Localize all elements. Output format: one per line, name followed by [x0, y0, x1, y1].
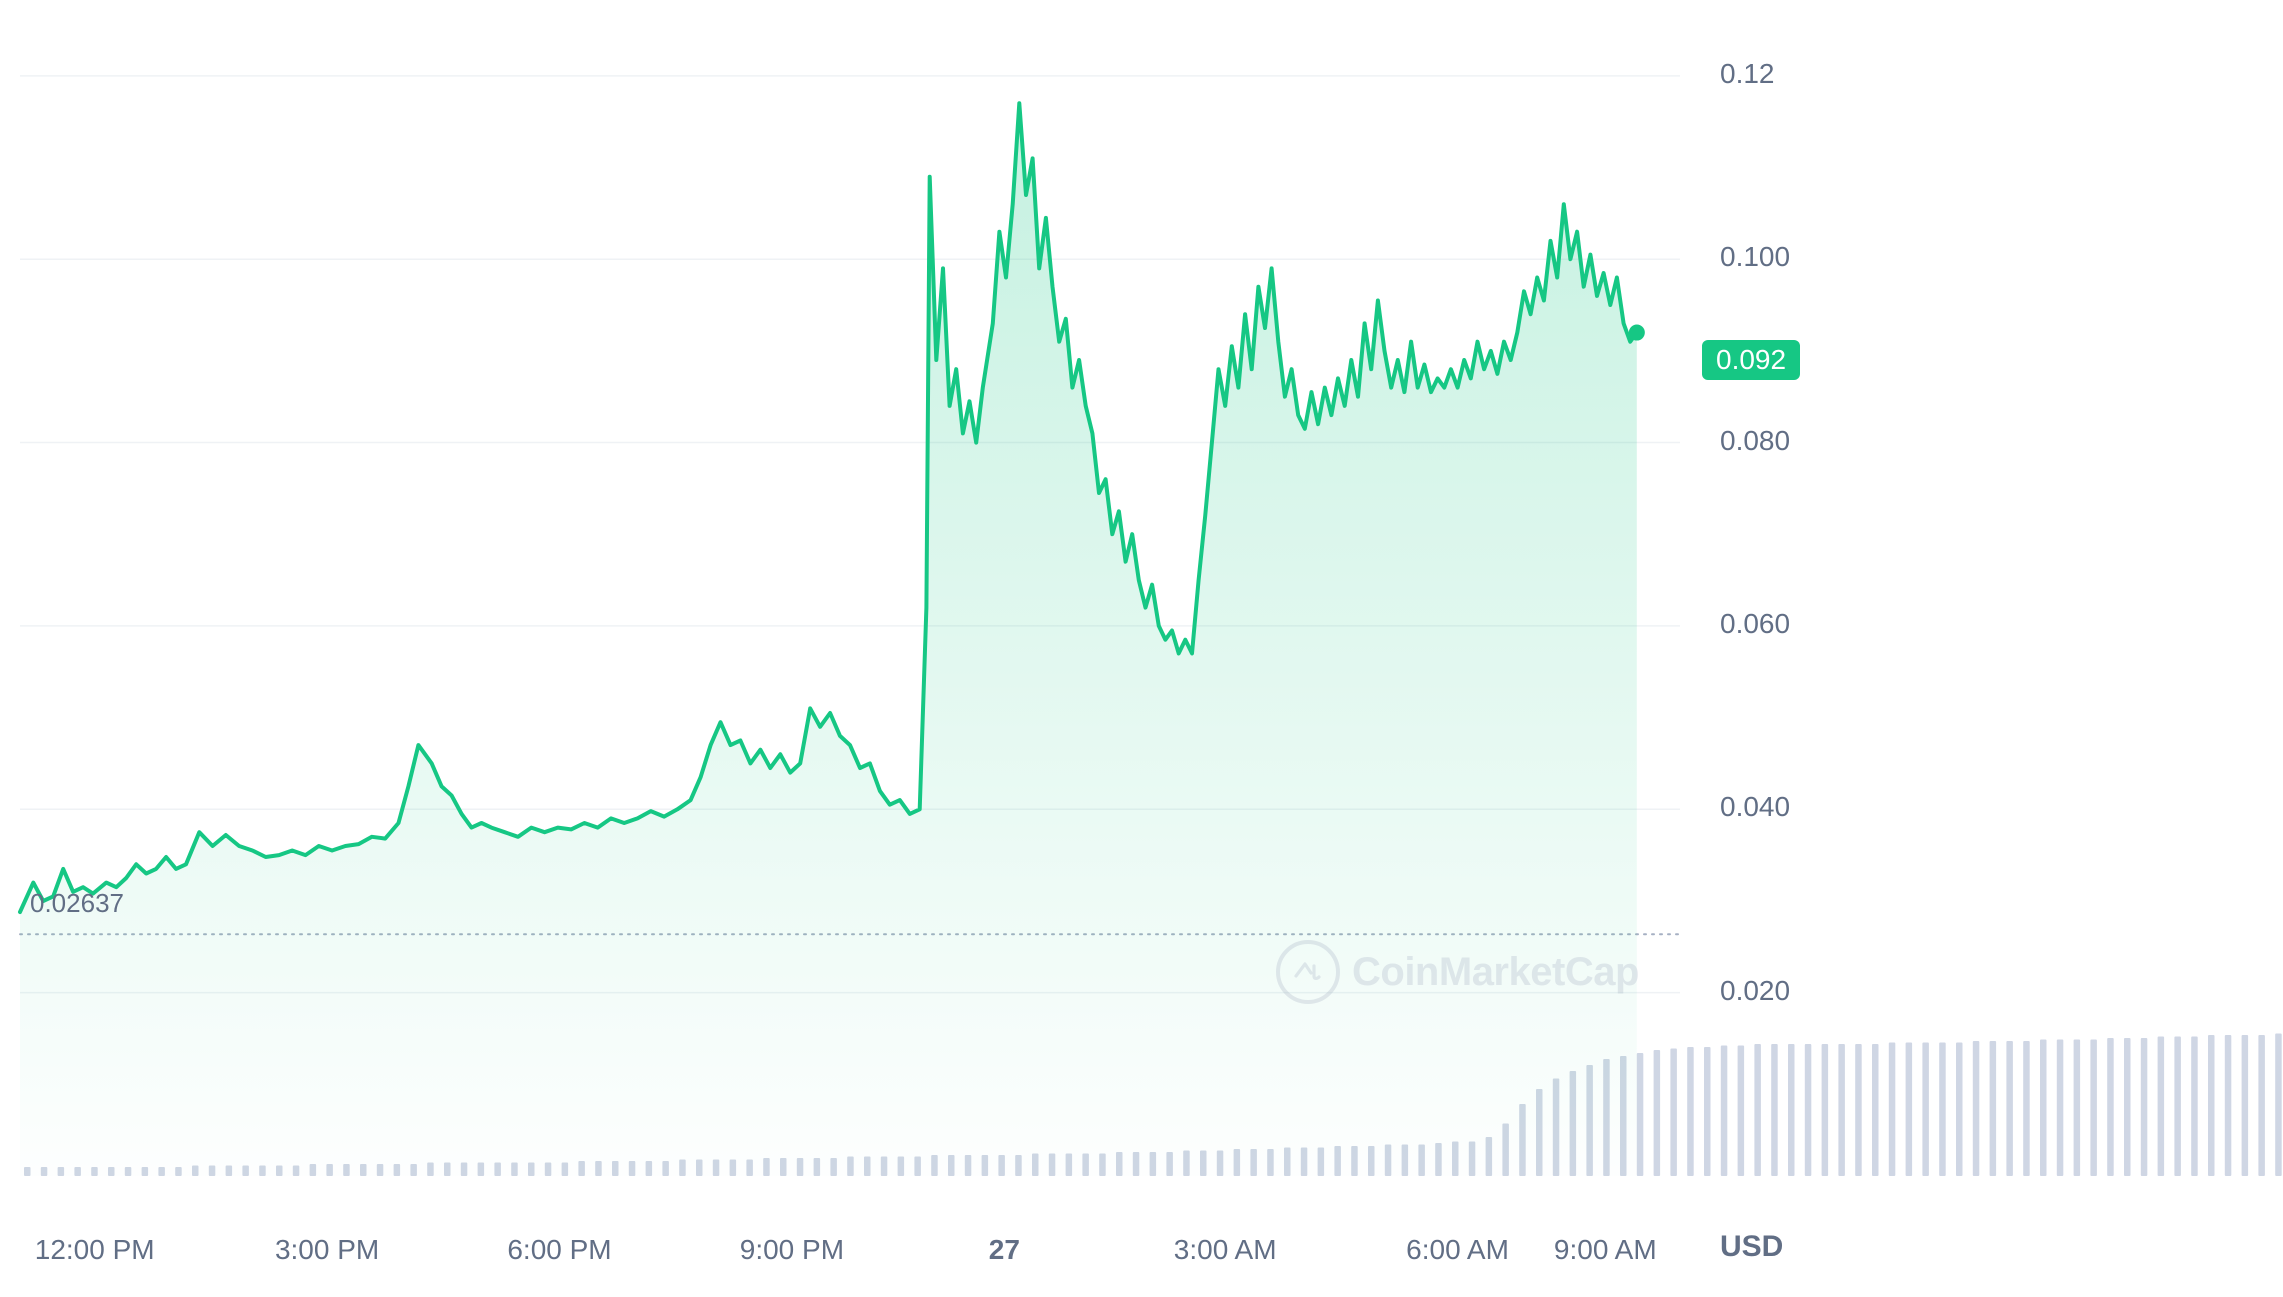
x-tick-label: 6:00 PM	[507, 1234, 611, 1266]
current-price-badge: 0.092	[1702, 340, 1800, 380]
price-chart[interactable]: 0.020 0.040 0.060 0.080 0.100 0.12 12:00 PM 3:…	[0, 0, 2283, 1297]
y-tick-label: 0.12	[1720, 58, 1775, 90]
y-tick-label: 0.040	[1720, 791, 1790, 823]
watermark-text: CoinMarketCap	[1352, 950, 1639, 995]
x-tick-label: 3:00 AM	[1174, 1234, 1277, 1266]
x-tick-label: 12:00 PM	[35, 1234, 155, 1266]
y-tick-label: 0.080	[1720, 425, 1790, 457]
x-tick-label: 3:00 PM	[275, 1234, 379, 1266]
x-tick-label: 9:00 PM	[740, 1234, 844, 1266]
currency-label: USD	[1720, 1230, 1783, 1264]
watermark-logo-icon	[1276, 940, 1340, 1004]
watermark: CoinMarketCap	[1276, 940, 1639, 1004]
y-tick-label: 0.100	[1720, 241, 1790, 273]
y-tick-label: 0.020	[1720, 975, 1790, 1007]
x-tick-label: 6:00 AM	[1406, 1234, 1509, 1266]
chart-svg	[0, 0, 2283, 1297]
x-tick-label: 9:00 AM	[1554, 1234, 1657, 1266]
reference-start-label: 0.02637	[30, 888, 124, 919]
y-tick-label: 0.060	[1720, 608, 1790, 640]
x-tick-label: 27	[989, 1234, 1020, 1266]
